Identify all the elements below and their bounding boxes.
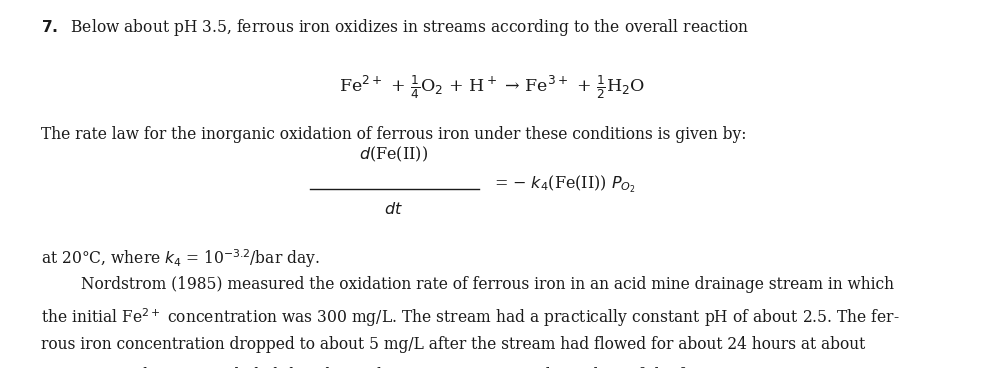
Text: at 20°C, where $k_4$ = 10$^{-3.2}$/bar day.: at 20°C, where $k_4$ = 10$^{-3.2}$/bar d… [41, 247, 320, 270]
Text: rous iron concentration dropped to about 5 mg/L after the stream had flowed for : rous iron concentration dropped to about… [41, 336, 866, 353]
Text: Nordstrom (1985) measured the oxidation rate of ferrous iron in an acid mine dra: Nordstrom (1985) measured the oxidation … [81, 276, 893, 293]
Text: 0.2 m/s. Nordstrom concluded that the oxidation process was independent of the f: 0.2 m/s. Nordstrom concluded that the ox… [41, 367, 890, 368]
Text: Fe$^{2+}$ + $\frac{1}{4}$O$_2$ + H$^+$ → Fe$^{3+}$ + $\frac{1}{2}$H$_2$O: Fe$^{2+}$ + $\frac{1}{4}$O$_2$ + H$^+$ →… [339, 74, 645, 101]
Text: $dt$: $dt$ [384, 201, 403, 217]
Text: The rate law for the inorganic oxidation of ferrous iron under these conditions : The rate law for the inorganic oxidation… [41, 126, 747, 143]
Text: $\mathbf{7.}$  Below about pH 3.5, ferrous iron oxidizes in streams according to: $\mathbf{7.}$ Below about pH 3.5, ferrou… [41, 17, 750, 38]
Text: $d$(Fe(II)): $d$(Fe(II)) [359, 145, 428, 164]
Text: = − $k_4$(Fe(II)) $P_{O_2}$: = − $k_4$(Fe(II)) $P_{O_2}$ [494, 173, 636, 195]
Text: the initial Fe$^{2+}$ concentration was 300 mg/L. The stream had a practically c: the initial Fe$^{2+}$ concentration was … [41, 306, 900, 329]
